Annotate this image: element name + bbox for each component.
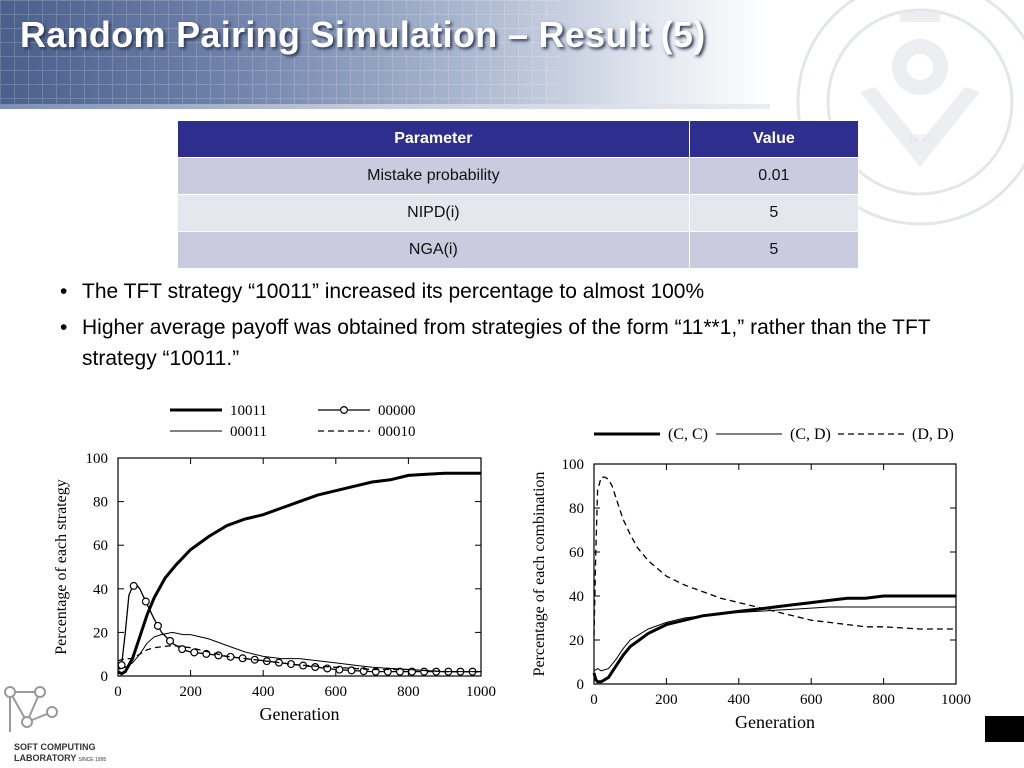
- lab-name-line2: LABORATORY: [14, 753, 77, 763]
- data-point: [311, 662, 320, 671]
- x-tick-label: 600: [800, 692, 823, 708]
- plot-frame: [593, 463, 957, 685]
- lab-logo-icon: [4, 686, 58, 732]
- header-divider: [0, 104, 770, 109]
- y-tick-label: 100: [562, 457, 585, 473]
- bullet-item: Higher average payoff was obtained from …: [60, 312, 940, 374]
- x-tick-label: 600: [325, 684, 348, 700]
- table-header-row: Parameter Value: [177, 120, 860, 158]
- data-point: [420, 667, 429, 676]
- legend-label: 00010: [378, 424, 416, 440]
- x-tick-label: 0: [114, 684, 122, 700]
- y-tick-label: 40: [93, 582, 108, 598]
- x-axis-label: Generation: [735, 712, 815, 732]
- parameter-cell: Mistake probability: [177, 157, 690, 195]
- x-tick-label: 400: [728, 692, 751, 708]
- y-tick-label: 20: [569, 633, 584, 649]
- x-tick-label: 1000: [941, 692, 971, 708]
- y-tick-label: 60: [93, 538, 108, 554]
- legend-label: (D, D): [912, 426, 954, 443]
- table-row: NIPD(i) 5: [177, 194, 860, 232]
- university-seal-watermark: 1885: [796, 0, 1024, 226]
- legend-label: (C, D): [790, 426, 831, 443]
- x-tick-label: 200: [655, 692, 678, 708]
- bullet-item: The TFT strategy “10011” increased its p…: [60, 276, 940, 307]
- legend-label: 10011: [230, 403, 267, 419]
- legend-label: 00011: [230, 424, 267, 440]
- corner-block: [985, 716, 1024, 742]
- x-tick-label: 200: [179, 684, 202, 700]
- series-line-D-D: [593, 476, 956, 636]
- y-tick-label: 20: [93, 625, 108, 641]
- x-tick-label: 0: [590, 692, 598, 708]
- x-tick-label: 1000: [466, 684, 496, 700]
- data-point: [129, 581, 138, 590]
- lab-since: SINCE 1995: [78, 757, 107, 763]
- table-row: NGA(i) 5: [177, 231, 860, 269]
- series-line-C-C: [592, 594, 956, 684]
- value-cell: 5: [688, 194, 860, 232]
- x-tick-label: 800: [397, 684, 420, 700]
- parameter-cell: NGA(i): [177, 231, 690, 269]
- bullet-list: The TFT strategy “10011” increased its p…: [60, 276, 940, 379]
- data-point: [166, 636, 175, 645]
- legend-label: 00000: [378, 403, 416, 419]
- slide-title: Random Pairing Simulation – Result (5): [20, 14, 706, 55]
- strategy-percentage-chart: 0 200 400 600 800 1000 0 20 40 60 80 100 Generation P…: [53, 403, 496, 724]
- series-line-C-D: [593, 606, 956, 672]
- y-tick-label: 40: [569, 589, 584, 605]
- seal-year: 1885: [908, 131, 932, 145]
- x-tick-label: 400: [252, 684, 275, 700]
- y-tick-label: 0: [577, 677, 585, 693]
- plot-frame: [117, 457, 482, 677]
- data-point: [141, 597, 150, 606]
- parameter-table: Parameter Value Mistake probability 0.01…: [177, 120, 860, 269]
- y-tick-label: 60: [569, 545, 584, 561]
- y-tick-label: 80: [569, 501, 584, 517]
- table-row: Mistake probability 0.01: [177, 157, 860, 195]
- legend-marker: [340, 406, 349, 415]
- data-point: [153, 621, 162, 630]
- data-point: [214, 651, 223, 660]
- series-line-00010: [117, 644, 481, 673]
- lab-name-line1: SOFT COMPUTING: [14, 742, 96, 752]
- legend-label: (C, C): [668, 426, 708, 443]
- header-band: [0, 0, 770, 105]
- parameter-cell: NIPD(i): [177, 194, 690, 232]
- y-axis-label: Percentage of each combination: [531, 472, 548, 677]
- header-parameter: Parameter: [177, 120, 690, 158]
- y-tick-label: 0: [101, 669, 109, 685]
- combination-percentage-chart: 0 200 400 600 800 1000 0 20 40 60 80 100 Generation P…: [531, 426, 971, 732]
- data-point: [178, 645, 187, 654]
- x-axis-label: Generation: [260, 704, 340, 724]
- y-tick-label: 80: [93, 495, 108, 511]
- y-tick-label: 100: [86, 451, 109, 467]
- header-value: Value: [688, 120, 860, 158]
- value-cell: 0.01: [688, 157, 860, 195]
- lab-name: SOFT COMPUTING LABORATORY SINCE 1995: [14, 742, 106, 766]
- header-pattern: [0, 0, 560, 105]
- data-point: [190, 648, 199, 657]
- x-tick-label: 800: [872, 692, 895, 708]
- y-axis-label: Percentage of each strategy: [53, 479, 70, 654]
- series-line-10011: [117, 471, 481, 676]
- value-cell: 5: [688, 231, 860, 269]
